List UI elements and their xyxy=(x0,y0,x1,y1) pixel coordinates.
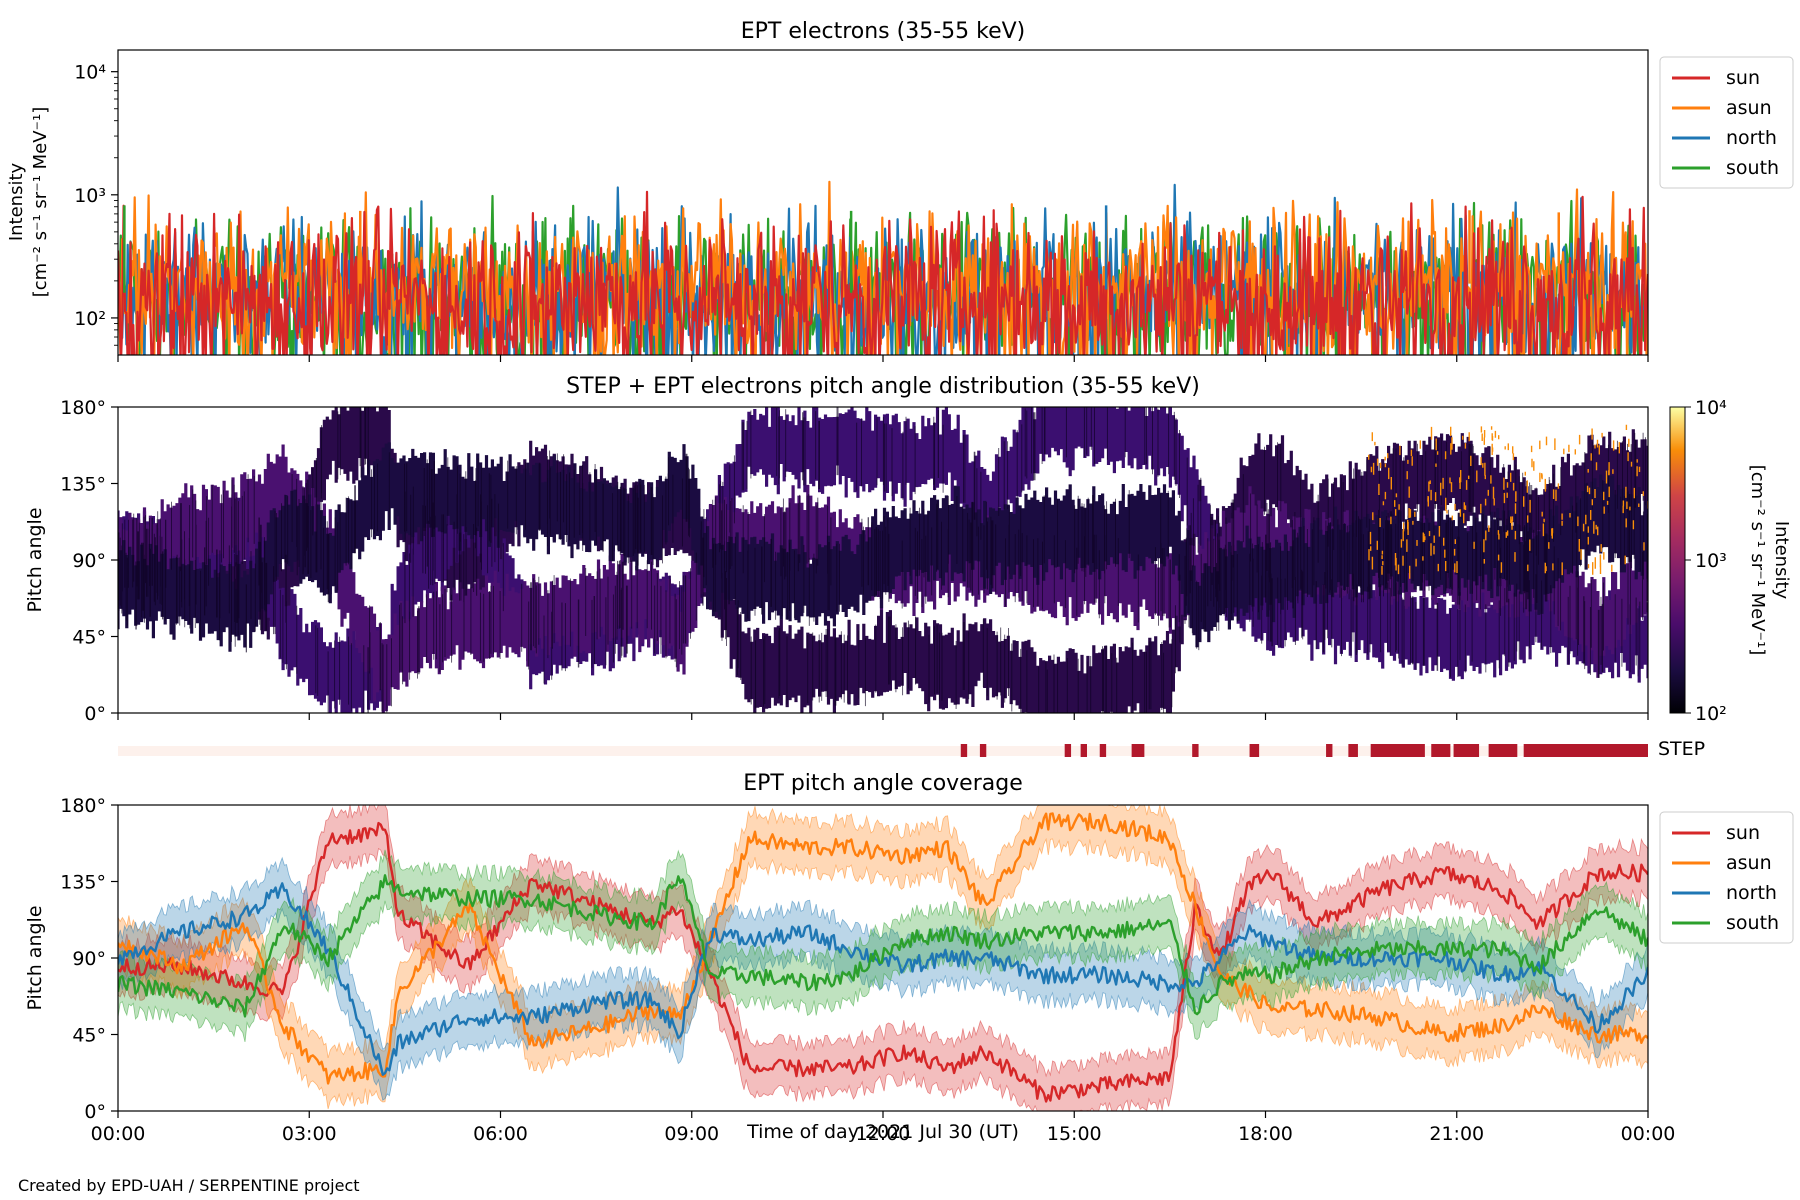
step-indicator xyxy=(118,744,1648,757)
panel1-ylabel-line2: [cm⁻² s⁻¹ sr⁻¹ MeV⁻¹] xyxy=(30,107,51,298)
series-line-sun xyxy=(118,190,1648,355)
y-tick-label: 0° xyxy=(84,703,106,725)
step-active-segment xyxy=(1131,744,1145,757)
y-tick-label: 45° xyxy=(72,627,106,649)
x-tick-label: 12:00 xyxy=(856,1123,911,1145)
y-tick-label: 135° xyxy=(60,872,106,894)
colorbar-label-line1: Intensity xyxy=(1771,521,1792,600)
y-tick-label: 0° xyxy=(84,1101,106,1123)
legend-label-asun: asun xyxy=(1726,852,1772,874)
panel1-xticks xyxy=(117,355,1649,362)
step-intensity-speckles xyxy=(1368,424,1648,579)
step-active-segment xyxy=(1249,744,1260,757)
y-tick-label: 135° xyxy=(60,474,106,496)
panel1-ylabel-line1: Intensity xyxy=(6,162,27,241)
step-active-segment xyxy=(1453,744,1480,757)
colorbar-tick-label-3: 10⁴ xyxy=(1695,397,1727,419)
legend-label-sun: sun xyxy=(1726,822,1760,844)
step-active-segment xyxy=(1488,744,1518,757)
panel3-yticks: 0° 45° 90° 135° 180° xyxy=(60,795,118,1123)
step-active-segment xyxy=(960,744,968,757)
x-tick-label: 00:00 xyxy=(1621,1123,1676,1145)
x-tick-label: 06:00 xyxy=(473,1123,528,1145)
panel1-title: EPT electrons (35-55 keV) xyxy=(741,19,1026,44)
coverage-line-south xyxy=(118,874,1648,1018)
panel-pitch-angle-distribution: STEP + EPT electrons pitch angle distrib… xyxy=(24,374,1792,760)
step-active-segment xyxy=(1326,744,1333,757)
y-tick-label: 45° xyxy=(72,1025,106,1047)
x-tick-label: 21:00 xyxy=(1429,1123,1484,1145)
coverage-line-sun xyxy=(118,821,1648,1103)
panel3-ylabel: Pitch angle xyxy=(24,905,46,1010)
panel2-xticks xyxy=(117,713,1649,720)
legend-label-asun: asun xyxy=(1726,97,1772,119)
step-indicator-label: STEP xyxy=(1658,738,1705,760)
legend-label-north: north xyxy=(1726,882,1777,904)
panel1-legend: sun asun north south xyxy=(1659,56,1794,189)
y-tick-label: 180° xyxy=(60,397,106,419)
step-active-segment xyxy=(1192,744,1199,757)
y-tick-label: 180° xyxy=(60,795,106,817)
panel1-lines xyxy=(118,180,1648,355)
step-active-segment xyxy=(1080,744,1087,757)
y-tick-label: 10³ xyxy=(74,185,106,207)
legend-label-south: south xyxy=(1726,157,1779,179)
panel3-legend: sun asun north south xyxy=(1659,811,1794,944)
legend-label-north: north xyxy=(1726,127,1777,149)
step-active-segment xyxy=(1348,744,1358,757)
y-tick-label: 90° xyxy=(72,550,106,572)
step-active-segment xyxy=(1064,744,1072,757)
coverage-line-asun xyxy=(118,812,1648,1085)
step-bar-background xyxy=(118,746,1648,756)
x-tick-label: 00:00 xyxy=(91,1123,146,1145)
panel2-title: STEP + EPT electrons pitch angle distrib… xyxy=(566,374,1200,399)
panel2-ylabel: Pitch angle xyxy=(24,507,46,612)
panel2-heatmap xyxy=(118,407,1648,713)
panel2-yticks: 0° 45° 90° 135° 180° xyxy=(60,397,118,725)
colorbar: 10² 10³ 10⁴ Intensity [cm⁻² s⁻¹ sr⁻¹ MeV… xyxy=(1669,397,1792,725)
colorbar-tick-label-1: 10² xyxy=(1695,703,1727,725)
x-tick-label: 15:00 xyxy=(1047,1123,1102,1145)
y-tick-label: 10⁴ xyxy=(74,62,106,84)
colorbar-tick-label-2: 10³ xyxy=(1695,550,1727,572)
x-tick-label: 09:00 xyxy=(664,1123,719,1145)
step-active-segment xyxy=(1370,744,1425,757)
legend-label-sun: sun xyxy=(1726,67,1760,89)
step-active-segment xyxy=(1431,744,1451,757)
panel-pitch-angle-coverage: EPT pitch angle coverage 0° 45° 90° 135° 180… xyxy=(24,771,1794,1145)
coverage-band-sun xyxy=(118,805,1648,1111)
panel3-title: EPT pitch angle coverage xyxy=(743,771,1023,796)
pitch-band-texture xyxy=(118,407,1648,713)
panel3-plot xyxy=(118,805,1648,1111)
x-tick-label: 18:00 xyxy=(1238,1123,1293,1145)
y-tick-label: 90° xyxy=(72,948,106,970)
colorbar-gradient xyxy=(1669,406,1686,714)
credit-text: Created by EPD-UAH / SERPENTINE project xyxy=(18,1176,360,1195)
panel-ept-intensity: EPT electrons (35-55 keV) 10² 10³ 10⁴ Inte… xyxy=(6,19,1794,362)
x-tick-label: 03:00 xyxy=(282,1123,337,1145)
step-active-segment xyxy=(1523,744,1648,757)
panel3-xticks: 00:00 03:00 06:00 09:00 12:00 15:00 18:00 21:00… xyxy=(91,1111,1676,1145)
step-active-segment xyxy=(979,744,987,757)
legend-label-south: south xyxy=(1726,912,1779,934)
panel3-xlabel: Time of day 2021 Jul 30 (UT) xyxy=(746,1121,1019,1143)
legend-frame xyxy=(1659,56,1794,189)
legend-frame xyxy=(1659,811,1794,944)
step-active-segment xyxy=(1099,744,1107,757)
y-tick-label: 10² xyxy=(74,308,106,330)
colorbar-label-line2: [cm⁻² s⁻¹ sr⁻¹ MeV⁻¹] xyxy=(1747,465,1768,656)
panel1-yticks: 10² 10³ 10⁴ xyxy=(74,62,118,346)
